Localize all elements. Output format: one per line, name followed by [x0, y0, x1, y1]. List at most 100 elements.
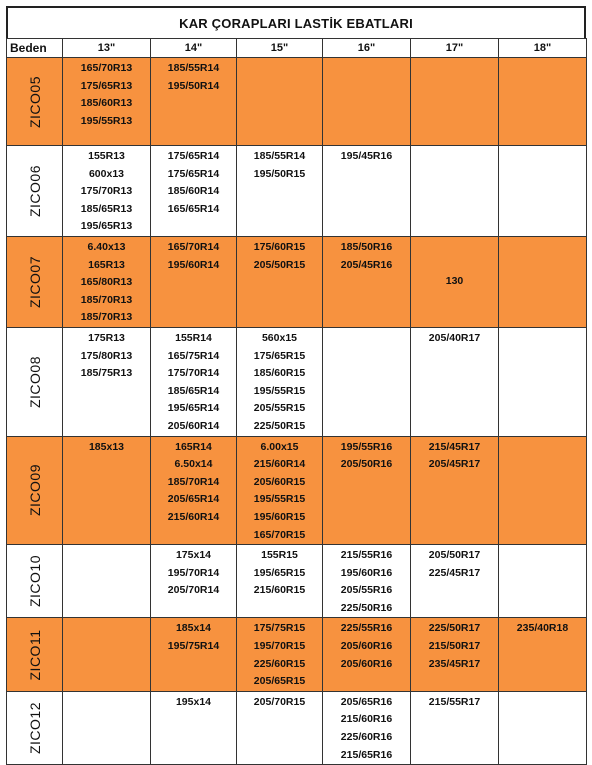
tire-size: 205/70R14	[167, 584, 220, 597]
tire-size: 205/60R16	[340, 640, 393, 653]
size-cell: 165/70R14 195/60R14	[150, 235, 237, 328]
size-cell: 185/55R14 195/50R14	[150, 57, 237, 146]
tire-size: 185/70R13	[80, 311, 133, 324]
tire-size: 205/40R17	[428, 331, 481, 344]
tire-size: 185/65R14	[167, 384, 220, 397]
tire-size: 175/70R13	[80, 185, 133, 198]
tire-size: 165/70R15	[253, 528, 306, 541]
tire-size: 205/50R17	[428, 549, 481, 562]
tire-size: 215/50R17	[428, 640, 481, 653]
tire-size: 195/60R14	[167, 258, 220, 271]
size-cell: 6.40x13 165R13 165/80R13 185/70R13 185/70R13	[62, 235, 151, 328]
tire-size: 235/45R17	[428, 657, 481, 670]
size-cell: 205/65R16 215/60R16 225/60R16 215/65R16	[322, 690, 411, 765]
tire-size: 195/45R16	[340, 150, 393, 162]
tire-size: 175/70R14	[167, 367, 220, 380]
tire-size: 195/55R16	[340, 440, 393, 453]
tire-size: 225/45R17	[428, 566, 481, 579]
tire-size: 195/75R14	[167, 640, 220, 653]
tire-size: 185/50R16	[340, 240, 393, 253]
size-cell: 6.00x15 215/60R14 205/60R15 195/55R15 195/60…	[236, 435, 323, 546]
size-cell: 205/40R17	[410, 326, 499, 437]
product-code: ZICO11	[26, 629, 43, 681]
tire-size: 195/65R14	[167, 402, 220, 415]
size-cell	[498, 57, 587, 146]
table-row: ZICO11 185x14 195/75R14 175/75R15 195/70R15 2…	[6, 617, 587, 692]
size-cell: 175/65R14 175/65R14 185/60R14 165/65R14	[150, 145, 237, 237]
tire-size: 225/50R16	[340, 601, 393, 614]
header-row: Beden 13" 14" 15" 16" 17" 18"	[6, 38, 587, 58]
tire-size: 205/60R15	[253, 475, 306, 488]
size-cell: 175R13 175/80R13 185/75R13	[62, 326, 151, 437]
tire-size: 185/55R14	[253, 150, 306, 162]
product-code-cell: ZICO11	[6, 617, 63, 692]
tire-size: 185/55R14	[167, 62, 220, 74]
tire-size: 205/70R15	[253, 695, 306, 708]
tire-size: 165/70R13	[80, 62, 133, 74]
tire-size: 205/45R16	[340, 258, 393, 271]
tire-size: 225/60R16	[340, 731, 393, 744]
tire-size: 185/60R13	[80, 97, 133, 110]
tire-size: 195/70R15	[253, 640, 306, 653]
tire-size: 195/55R15	[253, 384, 306, 397]
tire-size: 165/75R14	[167, 349, 220, 362]
tire-size: 205/60R14	[167, 419, 220, 432]
table-row: ZICO06 155R13 600x13 175/70R13 185/65R13 195/…	[6, 145, 587, 237]
tire-size: 165/80R13	[80, 276, 133, 289]
product-code: ZICO09	[26, 464, 43, 517]
tire-size: 205/65R16	[340, 695, 393, 708]
tire-size: 195/60R16	[340, 566, 393, 579]
size-cell: 165R14 6.50x14 185/70R14 205/65R14 215/60R14	[150, 435, 237, 546]
size-cell	[322, 326, 411, 437]
tire-size: 175/65R14	[167, 150, 220, 162]
tire-size: 215/60R15	[253, 584, 306, 597]
tire-size: 600x13	[88, 167, 125, 180]
size-cell: 130	[410, 235, 499, 328]
table-row: ZICO09 185x13 165R14 6.50x14 185/70R14 205/65…	[6, 435, 587, 546]
tire-size: 175/65R15	[253, 349, 306, 362]
tire-size: 205/50R16	[340, 458, 393, 471]
tire-size: 155R15	[261, 549, 298, 562]
tire-size: 185/60R15	[253, 367, 306, 380]
tire-size: 205/65R14	[167, 493, 220, 506]
tire-size: 560x15	[261, 331, 298, 344]
size-cell: 175x14 195/70R14 205/70R14	[150, 544, 237, 619]
size-cell: 165/70R13 175/65R13 185/60R13 195/55R13	[62, 57, 151, 146]
table-row: ZICO10 175x14 195/70R14 205/70R14 155R15 195/…	[6, 544, 587, 619]
tire-size: 205/55R16	[340, 584, 393, 597]
tire-size: 195x14	[175, 695, 212, 708]
tire-size: 165/65R14	[167, 202, 220, 215]
tire-size: 205/50R15	[253, 258, 306, 271]
tire-size: 215/60R14	[167, 510, 220, 523]
column-header: 16"	[322, 38, 411, 58]
size-cell: 155R15 195/65R15 215/60R15	[236, 544, 323, 619]
tire-size: 185x14	[175, 622, 212, 635]
column-header: 14"	[150, 38, 237, 58]
tire-size: 225/50R17	[428, 622, 481, 635]
tire-size: 185/70R13	[80, 293, 133, 306]
size-cell	[62, 544, 151, 619]
tire-size: 155R13	[88, 150, 125, 162]
tire-size: 235/40R18	[516, 622, 569, 635]
tire-size: 225/50R15	[253, 419, 306, 432]
product-code-cell: ZICO06	[6, 145, 63, 237]
tire-size: 195/60R15	[253, 510, 306, 523]
size-cell: 155R14 165/75R14 175/70R14 185/65R14 195/65R…	[150, 326, 237, 437]
size-cell: 235/40R18	[498, 617, 587, 692]
size-cell: 185/50R16 205/45R16	[322, 235, 411, 328]
tire-size: 215/60R14	[253, 458, 306, 471]
size-cell	[498, 690, 587, 765]
size-cell: 205/50R17 225/45R17	[410, 544, 499, 619]
tire-size: 215/55R17	[428, 695, 481, 708]
tire-size: 165/70R14	[167, 240, 220, 253]
table-row: ZICO12 195x14 205/70R15 205/65R16 215/60R16 2…	[6, 690, 587, 765]
table-body: ZICO05 165/70R13 175/65R13 185/60R13 195/55R…	[6, 57, 587, 765]
size-cell: 215/55R17	[410, 690, 499, 765]
tire-size: 205/45R17	[428, 458, 481, 471]
tire-size: 215/55R16	[340, 549, 393, 562]
tire-size: 175/75R15	[253, 622, 306, 635]
tire-size: 185/65R13	[80, 202, 133, 215]
product-code-cell: ZICO10	[6, 544, 63, 619]
product-code-cell: ZICO12	[6, 690, 63, 765]
tire-size: 195/55R15	[253, 493, 306, 506]
